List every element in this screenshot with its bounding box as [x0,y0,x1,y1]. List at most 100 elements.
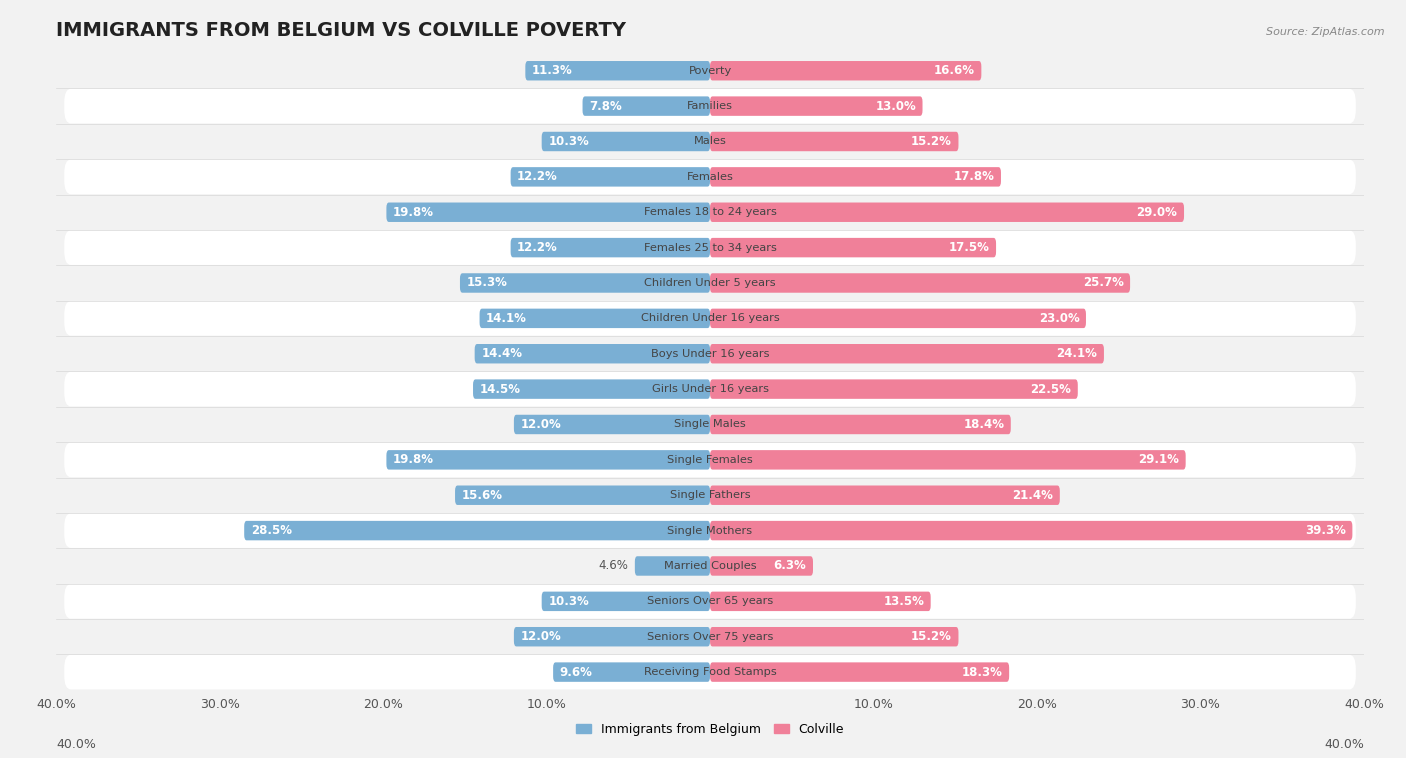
FancyBboxPatch shape [387,450,710,470]
FancyBboxPatch shape [460,274,710,293]
FancyBboxPatch shape [65,337,1355,371]
FancyBboxPatch shape [710,168,1001,186]
Text: 12.2%: 12.2% [517,241,558,254]
Text: Single Females: Single Females [668,455,752,465]
Text: 21.4%: 21.4% [1012,489,1053,502]
Text: 24.1%: 24.1% [1056,347,1098,360]
FancyBboxPatch shape [710,202,1184,222]
Text: Married Couples: Married Couples [664,561,756,571]
Text: 19.8%: 19.8% [392,205,434,219]
Text: Females: Females [686,172,734,182]
Text: Single Mothers: Single Mothers [668,525,752,536]
Text: Single Fathers: Single Fathers [669,490,751,500]
Text: 7.8%: 7.8% [589,99,621,113]
FancyBboxPatch shape [387,202,710,222]
FancyBboxPatch shape [582,96,710,116]
FancyBboxPatch shape [65,619,1355,654]
Text: 23.0%: 23.0% [1039,312,1080,325]
FancyBboxPatch shape [65,159,1355,194]
FancyBboxPatch shape [479,309,710,328]
Text: 11.3%: 11.3% [531,64,572,77]
FancyBboxPatch shape [710,309,1085,328]
FancyBboxPatch shape [515,627,710,647]
FancyBboxPatch shape [710,592,931,611]
Text: Females 25 to 34 years: Females 25 to 34 years [644,243,776,252]
Text: 15.2%: 15.2% [911,135,952,148]
Text: 18.3%: 18.3% [962,666,1002,678]
FancyBboxPatch shape [65,371,1355,406]
FancyBboxPatch shape [710,238,995,258]
Text: 15.6%: 15.6% [461,489,502,502]
Text: 15.2%: 15.2% [911,630,952,644]
FancyBboxPatch shape [710,96,922,116]
Text: 10.3%: 10.3% [548,135,589,148]
Text: 13.5%: 13.5% [883,595,924,608]
Text: Girls Under 16 years: Girls Under 16 years [651,384,769,394]
FancyBboxPatch shape [541,592,710,611]
FancyBboxPatch shape [65,265,1355,300]
Text: Seniors Over 75 years: Seniors Over 75 years [647,631,773,642]
FancyBboxPatch shape [510,238,710,258]
Text: 25.7%: 25.7% [1083,277,1123,290]
Text: Poverty: Poverty [689,66,731,76]
Text: 12.0%: 12.0% [520,418,561,431]
FancyBboxPatch shape [510,168,710,186]
Text: 16.6%: 16.6% [934,64,974,77]
FancyBboxPatch shape [710,662,1010,682]
Text: 40.0%: 40.0% [56,738,96,750]
FancyBboxPatch shape [710,132,959,152]
Text: 12.0%: 12.0% [520,630,561,644]
FancyBboxPatch shape [65,301,1355,336]
FancyBboxPatch shape [710,556,813,576]
FancyBboxPatch shape [65,124,1355,159]
FancyBboxPatch shape [475,344,710,364]
FancyBboxPatch shape [65,195,1355,230]
Text: Families: Families [688,101,733,111]
Text: 17.8%: 17.8% [953,171,994,183]
FancyBboxPatch shape [710,627,959,647]
FancyBboxPatch shape [636,556,710,576]
FancyBboxPatch shape [65,584,1355,619]
Text: 29.0%: 29.0% [1136,205,1177,219]
Text: 14.1%: 14.1% [486,312,527,325]
FancyBboxPatch shape [472,380,710,399]
FancyBboxPatch shape [65,407,1355,442]
Text: 4.6%: 4.6% [599,559,628,572]
FancyBboxPatch shape [710,521,1353,540]
Text: Seniors Over 65 years: Seniors Over 65 years [647,597,773,606]
FancyBboxPatch shape [65,549,1355,584]
Text: Single Males: Single Males [673,419,747,430]
Text: 10.3%: 10.3% [548,595,589,608]
Text: 9.6%: 9.6% [560,666,592,678]
Text: 13.0%: 13.0% [875,99,915,113]
Text: 14.4%: 14.4% [481,347,522,360]
FancyBboxPatch shape [553,662,710,682]
Text: 6.3%: 6.3% [773,559,807,572]
Text: Children Under 16 years: Children Under 16 years [641,313,779,324]
Text: Receiving Food Stamps: Receiving Food Stamps [644,667,776,677]
Text: Source: ZipAtlas.com: Source: ZipAtlas.com [1267,27,1385,36]
Text: Males: Males [693,136,727,146]
FancyBboxPatch shape [526,61,710,80]
Text: 28.5%: 28.5% [250,524,291,537]
Text: 39.3%: 39.3% [1305,524,1346,537]
Text: 18.4%: 18.4% [963,418,1004,431]
Legend: Immigrants from Belgium, Colville: Immigrants from Belgium, Colville [571,718,849,741]
FancyBboxPatch shape [65,89,1355,124]
FancyBboxPatch shape [710,274,1130,293]
FancyBboxPatch shape [65,513,1355,548]
Text: 17.5%: 17.5% [949,241,990,254]
FancyBboxPatch shape [710,486,1060,505]
Text: Boys Under 16 years: Boys Under 16 years [651,349,769,359]
FancyBboxPatch shape [710,450,1185,470]
FancyBboxPatch shape [245,521,710,540]
FancyBboxPatch shape [65,230,1355,265]
FancyBboxPatch shape [65,53,1355,88]
Text: 29.1%: 29.1% [1139,453,1180,466]
Text: 22.5%: 22.5% [1031,383,1071,396]
FancyBboxPatch shape [515,415,710,434]
Text: 15.3%: 15.3% [467,277,508,290]
Text: 14.5%: 14.5% [479,383,520,396]
Text: Females 18 to 24 years: Females 18 to 24 years [644,207,776,218]
FancyBboxPatch shape [710,61,981,80]
